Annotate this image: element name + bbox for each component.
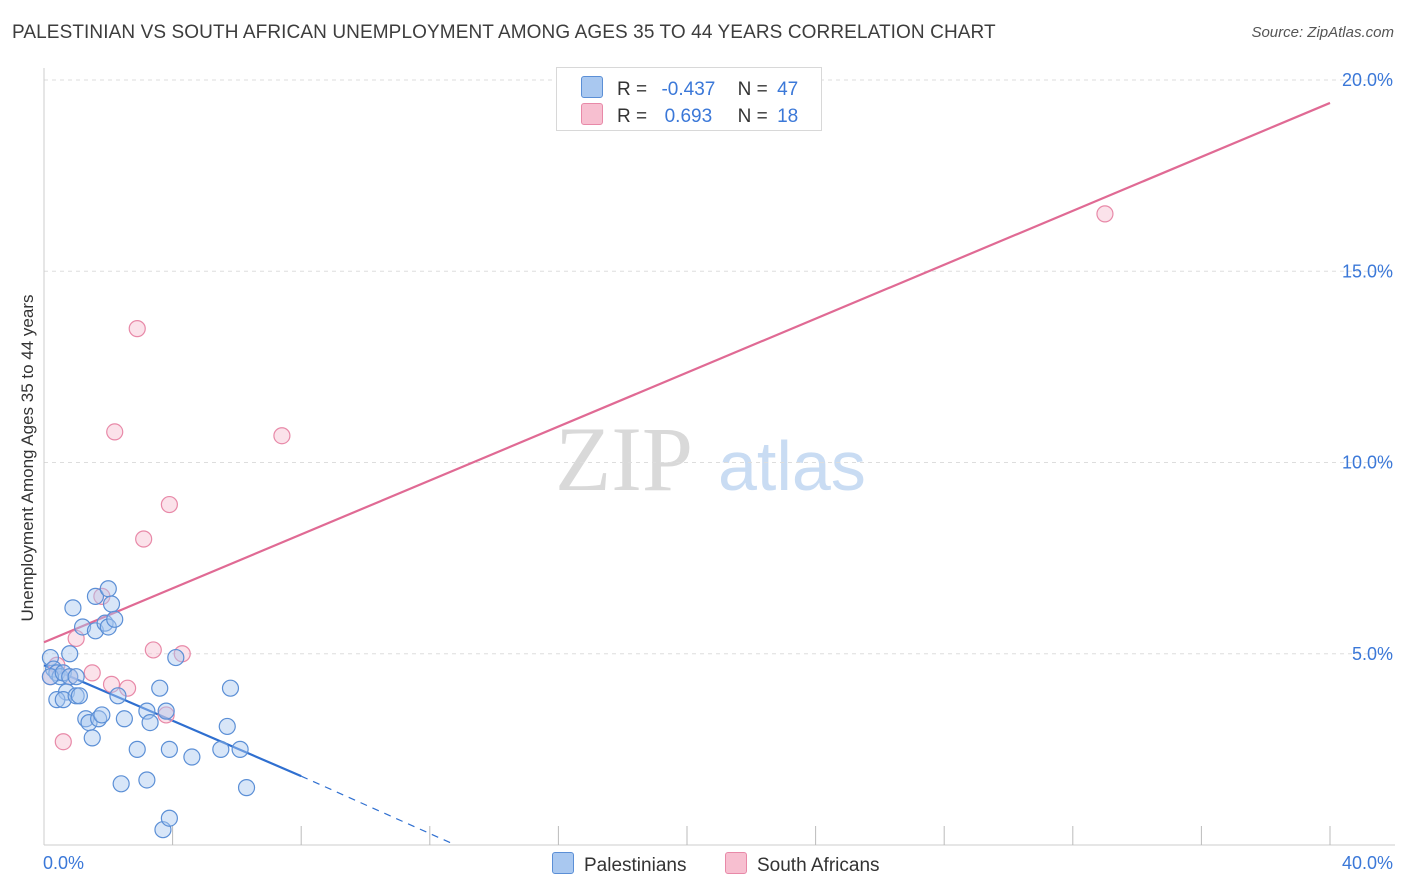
- legend-r-label: R =: [617, 106, 648, 127]
- trendline-south-africans: [43, 101, 1331, 644]
- legend-r-value: -0.437: [661, 79, 716, 100]
- palestinian-point: [183, 748, 201, 766]
- watermark-zip: ZIP: [555, 408, 693, 510]
- south-african-point: [144, 641, 162, 659]
- trendline-extension: [300, 775, 456, 846]
- palestinian-point: [54, 691, 72, 709]
- bottom-legend-south-africans: South Africans: [725, 852, 880, 877]
- bottom-legend-label: Palestinians: [584, 855, 687, 876]
- south-african-point: [1096, 205, 1114, 223]
- legend-n-label: N =: [737, 106, 768, 127]
- blue-swatch-icon: [581, 76, 603, 98]
- palestinian-point: [86, 587, 105, 605]
- legend-n-value: 18: [777, 106, 799, 127]
- y-tick-label: 15.0%: [1342, 261, 1393, 281]
- palestinian-point: [109, 687, 127, 705]
- palestinian-point: [64, 599, 82, 617]
- tick-labels: 5.0% 10.0% 15.0% 20.0% 0.0% 40.0%: [43, 70, 1393, 873]
- palestinian-point: [99, 580, 117, 598]
- x-tick-label: 0.0%: [43, 853, 84, 873]
- south-african-point: [83, 664, 101, 682]
- palestinian-point: [212, 740, 230, 758]
- gridlines: [44, 79, 1395, 655]
- y-tick-label: 10.0%: [1342, 453, 1393, 473]
- palestinian-point: [83, 729, 101, 747]
- palestinian-point: [221, 679, 240, 697]
- palestinian-point: [61, 645, 79, 663]
- palestinian-point: [160, 809, 178, 827]
- south-african-point: [157, 706, 175, 724]
- south-african-point: [135, 530, 153, 548]
- source-label: Source: ZipAtlas.com: [1251, 24, 1394, 41]
- legend-r-label: R =: [617, 79, 648, 100]
- palestinian-point: [70, 687, 88, 705]
- data-points: [41, 205, 1114, 839]
- palestinian-point: [128, 740, 146, 758]
- blue-swatch-icon: [552, 852, 574, 874]
- palestinian-point: [48, 691, 66, 709]
- south-african-point: [160, 495, 178, 514]
- legend-r-value: 0.693: [664, 106, 713, 127]
- palestinian-point: [231, 740, 249, 758]
- trendlines: [43, 101, 1331, 846]
- south-african-point: [106, 423, 124, 441]
- bottom-legend-palestinians: Palestinians: [552, 852, 686, 877]
- palestinian-point: [151, 679, 169, 697]
- legend-row-palestinians: R = -0.437 N = 47: [581, 76, 798, 102]
- palestinian-point: [106, 610, 124, 628]
- pink-swatch-icon: [725, 852, 747, 874]
- south-african-point: [128, 320, 146, 338]
- palestinian-point: [102, 595, 121, 613]
- palestinian-point: [237, 779, 256, 797]
- y-tick-label: 20.0%: [1342, 70, 1393, 90]
- palestinian-point: [73, 618, 92, 636]
- palestinian-point: [115, 710, 133, 728]
- palestinian-point: [141, 713, 159, 732]
- legend-row-south-africans: R = 0.693 N = 18: [581, 103, 798, 129]
- palestinian-point: [41, 668, 60, 686]
- watermark-atlas: atlas: [718, 427, 866, 505]
- palestinian-point: [93, 706, 111, 724]
- legend-n-value: 47: [777, 79, 799, 100]
- pink-swatch-icon: [581, 103, 603, 125]
- chart-title: PALESTINIAN VS SOUTH AFRICAN UNEMPLOYMEN…: [12, 22, 996, 43]
- axes: [43, 68, 1395, 846]
- x-tick-label: 40.0%: [1342, 853, 1393, 873]
- y-tick-label: 5.0%: [1352, 644, 1393, 664]
- palestinian-point: [138, 771, 156, 789]
- south-african-point: [54, 733, 72, 751]
- palestinian-point: [160, 740, 178, 758]
- palestinian-point: [167, 648, 185, 667]
- south-african-point: [273, 427, 291, 445]
- trendline-palestinians: [43, 664, 302, 778]
- correlation-legend: R = -0.437 N = 47 R = 0.693 N = 18: [556, 67, 822, 131]
- bottom-legend-label: South Africans: [757, 855, 880, 876]
- palestinian-point: [218, 717, 236, 736]
- palestinian-point: [112, 775, 130, 793]
- palestinian-point: [157, 702, 175, 720]
- legend-n-label: N =: [737, 79, 768, 100]
- palestinian-point: [67, 668, 85, 686]
